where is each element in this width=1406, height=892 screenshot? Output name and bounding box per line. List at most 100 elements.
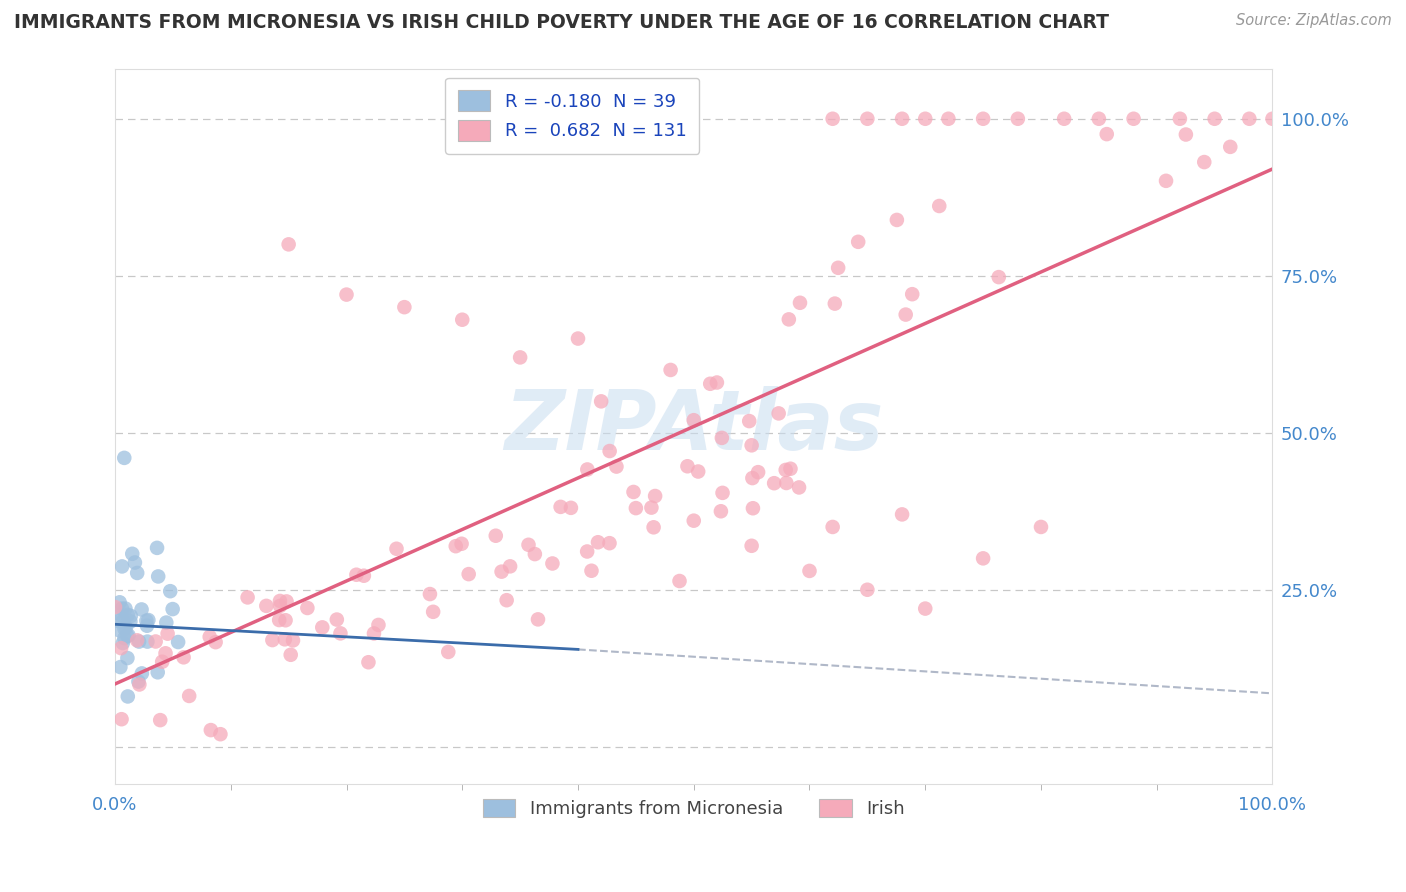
Point	[131, 666, 153, 681]
Point	[891, 112, 914, 126]
Point	[444, 539, 467, 553]
Point	[894, 308, 917, 322]
Point	[1204, 112, 1226, 126]
Point	[115, 621, 138, 635]
Point	[150, 655, 173, 669]
Point	[938, 112, 960, 126]
Point	[451, 312, 474, 326]
Point	[110, 712, 132, 726]
Point	[821, 520, 844, 534]
Point	[450, 537, 472, 551]
Point	[117, 651, 139, 665]
Point	[567, 332, 589, 346]
Point	[112, 631, 135, 645]
Point	[523, 547, 546, 561]
Point	[1168, 112, 1191, 126]
Point	[104, 600, 127, 615]
Point	[605, 459, 627, 474]
Point	[742, 501, 765, 516]
Point	[928, 199, 950, 213]
Text: Source: ZipAtlas.com: Source: ZipAtlas.com	[1236, 13, 1392, 29]
Point	[277, 237, 299, 252]
Point	[586, 535, 609, 549]
Point	[111, 559, 134, 574]
Point	[179, 689, 201, 703]
Point	[114, 622, 136, 636]
Point	[110, 660, 132, 674]
Point	[599, 536, 621, 550]
Point	[145, 634, 167, 648]
Point	[856, 582, 879, 597]
Point	[114, 601, 136, 615]
Point	[779, 461, 801, 475]
Point	[1194, 155, 1216, 169]
Point	[254, 599, 277, 613]
Point	[357, 655, 380, 669]
Point	[117, 628, 139, 642]
Point	[914, 112, 936, 126]
Point	[311, 620, 333, 634]
Point	[128, 634, 150, 648]
Point	[699, 376, 721, 391]
Point	[108, 595, 131, 609]
Point	[1088, 112, 1111, 126]
Point	[827, 260, 849, 275]
Point	[644, 489, 666, 503]
Point	[146, 541, 169, 555]
Point	[710, 504, 733, 518]
Point	[112, 614, 135, 628]
Point	[541, 557, 564, 571]
Point	[198, 630, 221, 644]
Point	[846, 235, 869, 249]
Point	[111, 601, 134, 615]
Text: ZIPAtlas: ZIPAtlas	[505, 386, 883, 467]
Point	[111, 636, 134, 650]
Point	[326, 613, 349, 627]
Point	[155, 615, 177, 630]
Legend: Immigrants from Micronesia, Irish: Immigrants from Micronesia, Irish	[475, 792, 912, 825]
Point	[741, 539, 763, 553]
Point	[768, 406, 790, 420]
Point	[124, 556, 146, 570]
Point	[276, 594, 298, 608]
Point	[262, 633, 284, 648]
Point	[274, 613, 297, 627]
Point	[115, 629, 138, 643]
Point	[1095, 127, 1118, 141]
Point	[789, 295, 811, 310]
Point	[775, 463, 797, 477]
Point	[972, 551, 994, 566]
Point	[422, 605, 444, 619]
Point	[110, 641, 132, 656]
Point	[121, 547, 143, 561]
Point	[281, 633, 304, 648]
Point	[787, 480, 810, 494]
Point	[136, 618, 159, 632]
Point	[1174, 128, 1197, 142]
Point	[107, 614, 129, 628]
Point	[280, 648, 302, 662]
Point	[117, 690, 139, 704]
Point	[775, 475, 797, 490]
Point	[1029, 520, 1052, 534]
Point	[643, 520, 665, 534]
Point	[706, 376, 728, 390]
Point	[799, 564, 821, 578]
Point	[499, 559, 522, 574]
Point	[135, 614, 157, 628]
Point	[437, 645, 460, 659]
Point	[688, 465, 710, 479]
Point	[344, 567, 367, 582]
Point	[682, 413, 704, 427]
Point	[763, 476, 786, 491]
Point	[159, 584, 181, 599]
Point	[363, 626, 385, 640]
Point	[297, 601, 319, 615]
Point	[485, 529, 508, 543]
Point	[269, 599, 291, 613]
Point	[886, 213, 908, 227]
Point	[138, 613, 160, 627]
Point	[353, 568, 375, 582]
Point	[329, 626, 352, 640]
Point	[128, 677, 150, 691]
